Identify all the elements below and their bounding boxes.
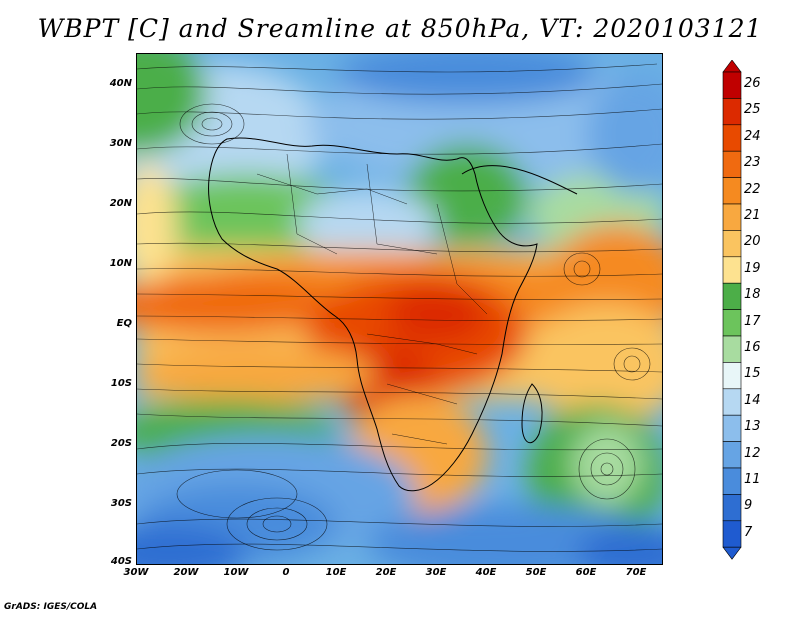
colorbar-cell-15 bbox=[722, 362, 742, 390]
lat-label-30n: 30N bbox=[109, 138, 132, 149]
colorbar-label-13: 13 bbox=[744, 419, 761, 435]
lon-label-40e: 40E bbox=[475, 567, 497, 578]
colorbar-label-25: 25 bbox=[744, 102, 761, 118]
colorbar-label-22: 22 bbox=[744, 181, 761, 197]
lon-label-20e: 20E bbox=[375, 567, 397, 578]
colorbar-label-21: 21 bbox=[744, 208, 761, 223]
lat-label-10s: 10S bbox=[110, 378, 132, 389]
colorbar-cell-21 bbox=[722, 203, 742, 231]
lat-label-40n: 40N bbox=[109, 78, 132, 89]
wbpt-streamline-map bbox=[137, 54, 662, 564]
grads-credit: GrADS: IGES/COLA bbox=[4, 602, 98, 612]
colorbar-cell-20 bbox=[722, 230, 742, 258]
colorbar-cell-7 bbox=[722, 520, 742, 548]
lon-label-30w: 30W bbox=[123, 567, 149, 578]
colorbar-cell-18 bbox=[722, 282, 742, 310]
colorbar-cell-9 bbox=[722, 494, 742, 522]
lon-label-10w: 10W bbox=[223, 567, 249, 578]
lon-label-0: 0 bbox=[282, 567, 290, 578]
colorbar-label-11: 11 bbox=[744, 472, 761, 487]
colorbar-label-17: 17 bbox=[744, 313, 761, 329]
colorbar-label-9: 9 bbox=[744, 498, 753, 514]
colorbar-cell-14 bbox=[722, 388, 742, 416]
lat-label-20n: 20N bbox=[109, 198, 132, 209]
colorbar-cell-11 bbox=[722, 467, 742, 495]
lon-label-30e: 30E bbox=[425, 567, 447, 578]
colorbar-label-18: 18 bbox=[744, 287, 761, 303]
colorbar-label-7: 7 bbox=[744, 524, 753, 540]
colorbar-cell-22 bbox=[722, 177, 742, 205]
colorbar-cell-26 bbox=[722, 71, 742, 99]
map-title: WBPT [C] and Sreamline at 850hPa, VT: 20… bbox=[37, 14, 763, 43]
colorbar-cell-17 bbox=[722, 309, 742, 337]
colorbar-cell-25 bbox=[722, 98, 742, 126]
streamlines bbox=[137, 63, 662, 552]
colorbar-label-19: 19 bbox=[744, 260, 761, 276]
lon-label-20w: 20W bbox=[173, 567, 199, 578]
colorbar-cells bbox=[722, 60, 742, 560]
lat-label-40s: 40S bbox=[110, 556, 132, 567]
colorbar-cell-24 bbox=[722, 124, 742, 152]
colorbar-cell-16 bbox=[722, 335, 742, 363]
colorbar-label-15: 15 bbox=[744, 366, 761, 382]
lon-label-10e: 10E bbox=[325, 567, 347, 578]
lon-label-50e: 50E bbox=[525, 567, 547, 578]
colorbar bbox=[722, 60, 742, 560]
lat-label-30s: 30S bbox=[110, 498, 132, 509]
colorbar-cell-13 bbox=[722, 414, 742, 442]
colorbar-label-24: 24 bbox=[744, 128, 761, 144]
lat-label-eq: EQ bbox=[116, 318, 132, 329]
colorbar-label-14: 14 bbox=[744, 392, 761, 408]
vortices bbox=[176, 103, 651, 551]
coastlines bbox=[208, 137, 578, 492]
temperature-field bbox=[137, 54, 662, 564]
colorbar-cell-19 bbox=[722, 256, 742, 284]
colorbar-label-26: 26 bbox=[744, 76, 761, 91]
map-panel[interactable] bbox=[136, 53, 663, 565]
colorbar-label-23: 23 bbox=[744, 155, 761, 171]
lat-label-10n: 10N bbox=[109, 258, 132, 269]
country-borders bbox=[256, 153, 488, 445]
colorbar-label-12: 12 bbox=[744, 445, 761, 461]
colorbar-cell-12 bbox=[722, 441, 742, 469]
colorbar-label-16: 16 bbox=[744, 340, 761, 355]
colorbar-label-20: 20 bbox=[744, 234, 761, 250]
lat-label-20s: 20S bbox=[110, 438, 132, 449]
colorbar-top-arrow bbox=[722, 60, 742, 73]
lon-label-70e: 70E bbox=[625, 567, 647, 578]
lon-label-60e: 60E bbox=[575, 567, 597, 578]
colorbar-bottom-arrow bbox=[722, 546, 742, 560]
colorbar-cell-23 bbox=[722, 150, 742, 178]
